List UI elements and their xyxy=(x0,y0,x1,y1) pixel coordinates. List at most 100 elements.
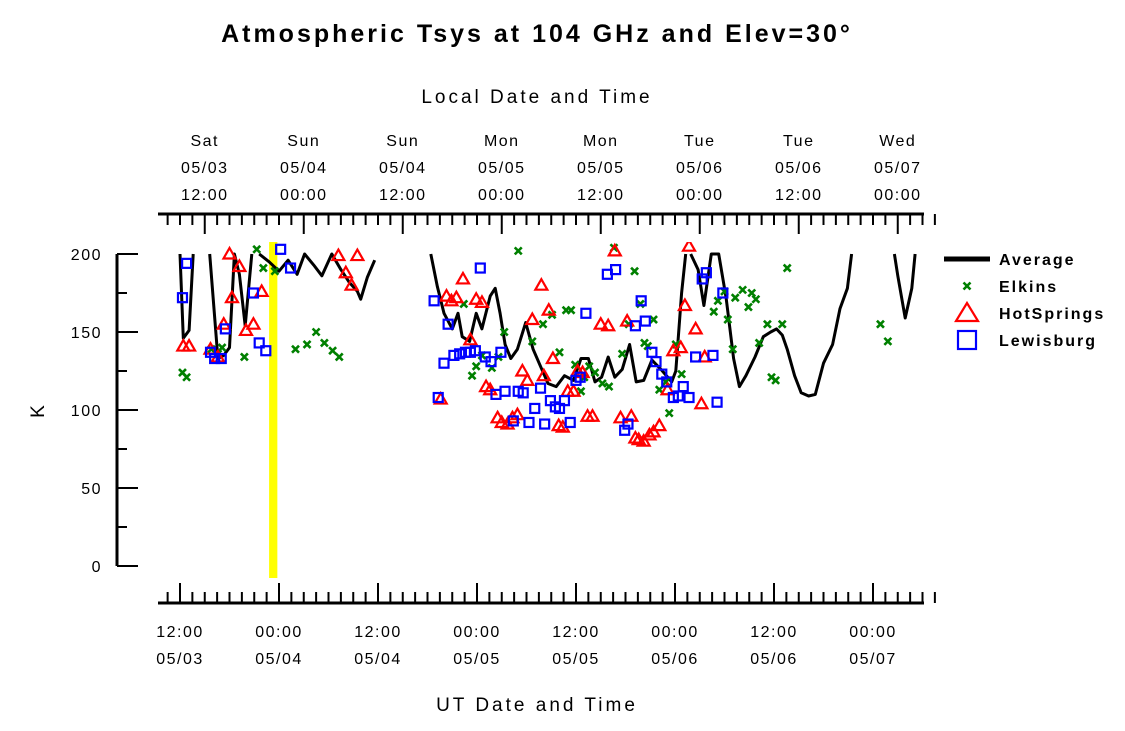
top-tick-label: Mon 05/05 12:00 xyxy=(577,133,625,204)
elkins-marker-stroke xyxy=(270,266,280,276)
lewisburg-point xyxy=(683,391,695,404)
bottom-tick-time: 00:00 xyxy=(453,624,501,641)
hotsprings-point xyxy=(623,408,640,422)
lewisburg-series xyxy=(176,243,729,436)
elkins-marker-stroke xyxy=(747,288,757,298)
elkins-marker-stroke xyxy=(744,302,753,312)
elkins-marker-stroke xyxy=(590,368,600,377)
top-tick-date: 05/07 xyxy=(874,160,922,177)
hotsprings-point xyxy=(545,350,561,365)
chart-title: Atmospheric Tsys at 104 GHz and Elev=30° xyxy=(221,20,853,48)
y-tick-label: 100 xyxy=(71,403,102,420)
bottom-tick-label: 00:00 05/07 xyxy=(849,624,897,668)
average-line-segment xyxy=(178,253,195,340)
top-tick-day: Wed xyxy=(879,133,916,150)
elkins-point xyxy=(744,302,753,312)
lewisburg-point xyxy=(580,307,592,319)
highlight-band-rect xyxy=(269,242,278,578)
elkins-point xyxy=(555,347,564,357)
hotsprings-point xyxy=(677,297,693,312)
elkins-point xyxy=(777,319,787,329)
elkins-marker-stroke xyxy=(597,379,607,388)
elkins-marker-stroke xyxy=(643,341,653,351)
elkins-point xyxy=(590,368,600,377)
elkins-marker-stroke xyxy=(584,361,594,371)
elkins-point xyxy=(527,336,537,346)
bottom-tick-date: 05/07 xyxy=(849,651,897,668)
elkins-point xyxy=(252,244,262,254)
lewisburg-point xyxy=(661,376,673,388)
top-tick-date: 05/04 xyxy=(280,160,328,177)
elkins-point xyxy=(677,369,687,379)
hotsprings-point xyxy=(681,242,697,252)
elkins-point xyxy=(270,266,280,276)
bottom-tick-time: 12:00 xyxy=(354,624,402,641)
elkins-point xyxy=(649,315,658,324)
hotsprings-point xyxy=(474,294,490,308)
elkins-point xyxy=(617,349,627,359)
top-tick-label: Tue 05/06 00:00 xyxy=(676,133,724,204)
top-tick-time: 12:00 xyxy=(577,187,625,204)
elkins-point xyxy=(513,246,523,256)
average-line-segment xyxy=(258,252,377,301)
average-series xyxy=(178,252,917,398)
lewisburg-point xyxy=(442,318,454,330)
elkins-marker-stroke xyxy=(762,319,772,329)
elkins-point xyxy=(566,305,576,315)
top-tick-time: 12:00 xyxy=(775,187,823,204)
elkins-marker-stroke xyxy=(258,263,268,273)
bottom-tick-time: 00:00 xyxy=(651,624,699,641)
elkins-marker-stroke xyxy=(467,371,477,381)
elkins-marker-stroke xyxy=(728,344,738,354)
hotsprings-point xyxy=(592,315,609,330)
top-tick-label: Tue 05/06 12:00 xyxy=(775,133,823,204)
elkins-point xyxy=(597,379,607,388)
legend-swatch-elkins xyxy=(962,281,972,291)
top-tick-day: Mon xyxy=(484,133,520,150)
average-line-segment xyxy=(892,253,917,320)
hotsprings-point xyxy=(612,409,629,424)
top-tick-day: Mon xyxy=(583,133,619,150)
top-tick-label: Sat 05/03 12:00 xyxy=(181,133,227,204)
lewisburg-point xyxy=(507,415,519,427)
bottom-tick-label: 00:00 05/05 xyxy=(453,624,501,668)
lewisburg-point xyxy=(639,315,651,327)
elkins-marker-stroke xyxy=(723,315,733,324)
elkins-point xyxy=(630,266,639,276)
hotsprings-point xyxy=(627,429,644,444)
plot-area xyxy=(175,242,917,447)
elkins-point xyxy=(499,327,509,337)
elkins-point xyxy=(728,344,738,354)
hotsprings-point xyxy=(221,245,238,260)
hotsprings-point xyxy=(584,408,601,422)
bottom-tick-time: 12:00 xyxy=(156,624,204,641)
top-tick-label: Mon 05/05 00:00 xyxy=(478,133,526,204)
hotsprings-point xyxy=(687,320,704,335)
elkins-point xyxy=(334,352,344,362)
elkins-marker-stroke xyxy=(178,368,187,377)
elkins-point xyxy=(258,263,268,273)
elkins-marker-stroke xyxy=(499,327,509,337)
elkins-marker-stroke xyxy=(302,340,312,349)
bottom-tick-label: 00:00 05/06 xyxy=(651,624,699,668)
hotsprings-point xyxy=(462,331,479,346)
lewisburg-point xyxy=(209,352,221,365)
lewisburg-point xyxy=(539,418,551,430)
lewisburg-point xyxy=(181,257,193,269)
elkins-marker-stroke xyxy=(570,360,580,370)
hotsprings-point xyxy=(540,301,557,316)
hotsprings-point xyxy=(181,337,197,352)
bottom-tick-time: 12:00 xyxy=(552,624,600,641)
top-tick-date: 05/06 xyxy=(676,160,724,177)
y-tick-label: 200 xyxy=(71,247,102,264)
elkins-point xyxy=(328,346,338,356)
legend-swatch-lewisburg xyxy=(956,329,978,351)
hotsprings-point xyxy=(349,247,366,262)
lewisburg-point xyxy=(534,382,547,394)
elkins-point xyxy=(664,408,674,418)
hotsprings-point xyxy=(672,339,689,354)
top-tick-time: 00:00 xyxy=(478,187,526,204)
elkins-point xyxy=(747,288,757,298)
elkins-point xyxy=(883,336,893,346)
x-axis-label: UT Date and Time xyxy=(436,695,638,716)
